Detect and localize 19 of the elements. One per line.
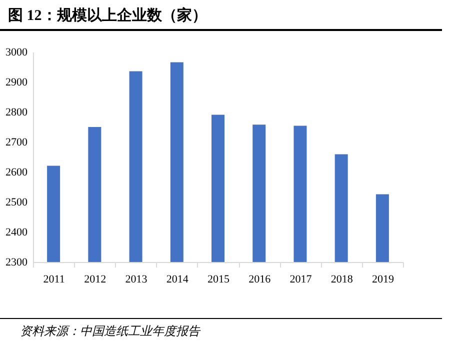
x-tick-label: 2015 [208,274,230,286]
x-tick-label: 2017 [290,274,312,286]
x-tick-label: 2013 [125,274,148,286]
y-tick-label: 2800 [6,106,28,118]
chart-title: 图 12：规模以上企业数（家） [8,6,207,25]
y-tick-label: 2900 [6,76,28,88]
y-tick-label: 2700 [6,136,28,148]
x-tick-label: 2019 [372,274,394,286]
x-tick-label: 2016 [248,274,272,286]
x-tick-label: 2014 [166,274,189,286]
y-tick-label: 2500 [6,196,28,208]
y-tick-label: 3000 [6,46,28,58]
x-tick-label: 2011 [43,274,65,286]
x-tick-label: 2012 [84,274,106,286]
y-tick-label: 2400 [6,226,28,238]
y-tick-label: 2300 [6,256,28,268]
x-tick-label: 2018 [330,274,354,286]
y-tick-label: 2600 [6,166,28,178]
text: 资料来源：中国造纸工业年度报告 [20,323,200,340]
